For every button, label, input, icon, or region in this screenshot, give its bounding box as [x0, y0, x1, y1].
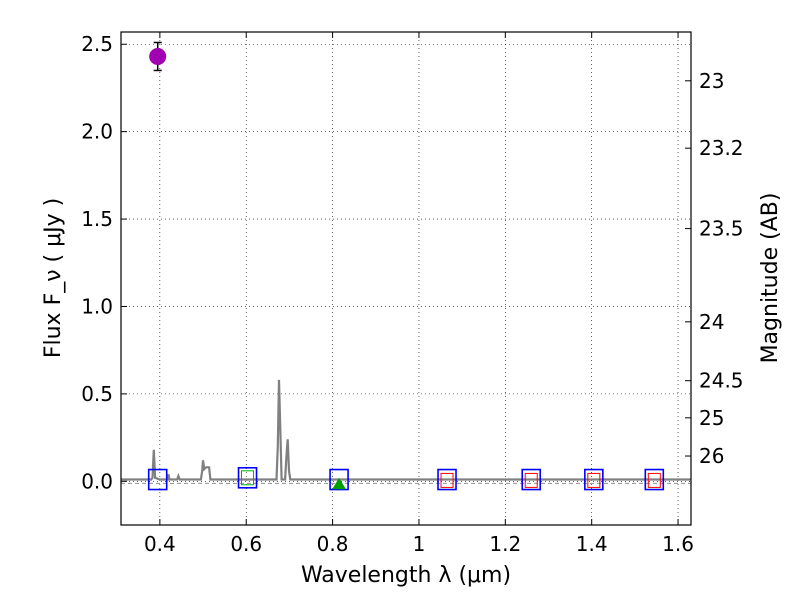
x-tick-label: 0.6 — [230, 532, 262, 556]
y-tick-label: 1.5 — [81, 207, 113, 231]
y-tick-label: 2.5 — [81, 32, 113, 56]
right-tick-label: 26 — [699, 444, 724, 468]
model-photometry-box — [329, 468, 349, 491]
right-tick-label: 25 — [699, 406, 724, 430]
ticks: 0.4 0.6 0.8 1 1.2 1.4 1.6 0.0 0.5 1.0 1.5 2.0 2.5 23 2… — [81, 32, 744, 556]
right-tick-label: 23.5 — [699, 217, 744, 241]
model-spectrum-line — [121, 379, 691, 481]
x-tick-label: 1.4 — [576, 532, 608, 556]
y-axis-right-label: Magnitude (AB) — [758, 193, 783, 364]
upper-limit-box — [440, 472, 454, 488]
model-photometry-box — [521, 468, 542, 491]
model-photometry-box — [237, 466, 258, 489]
y-tick-label: 2.0 — [81, 120, 113, 144]
detection-point — [149, 47, 167, 65]
upper-limit-box — [587, 472, 601, 488]
green-marker — [332, 477, 346, 490]
model-photometry-box — [437, 468, 457, 491]
x-tick-label: 1.2 — [489, 532, 521, 556]
x-tick-label: 1.6 — [662, 532, 694, 556]
model-photometry-box — [147, 468, 168, 491]
y-tick-label: 1.0 — [81, 294, 113, 318]
data-markers — [147, 41, 665, 491]
model-photometry-box — [584, 468, 604, 491]
grid — [121, 32, 691, 525]
x-tick-label: 0.4 — [144, 532, 176, 556]
model-photometry-box — [644, 468, 665, 491]
plot-frame — [120, 31, 692, 526]
x-axis-label: Wavelength λ (μm) — [301, 563, 511, 588]
y-tick-label: 0.0 — [81, 469, 113, 493]
x-tick-label: 1 — [413, 532, 426, 556]
x-tick-label: 0.8 — [317, 532, 349, 556]
green-box — [241, 470, 255, 486]
upper-limit-box — [524, 472, 538, 488]
right-tick-label: 24.5 — [699, 369, 744, 393]
y-axis-label: Flux F_ν ( μJy ) — [41, 198, 66, 358]
right-tick-label: 24 — [699, 310, 724, 334]
y-tick-label: 0.5 — [81, 382, 113, 406]
right-tick-label: 23.2 — [699, 136, 744, 160]
upper-limit-box — [647, 472, 661, 488]
right-tick-label: 23 — [699, 69, 724, 93]
model-spectrum — [121, 379, 691, 484]
